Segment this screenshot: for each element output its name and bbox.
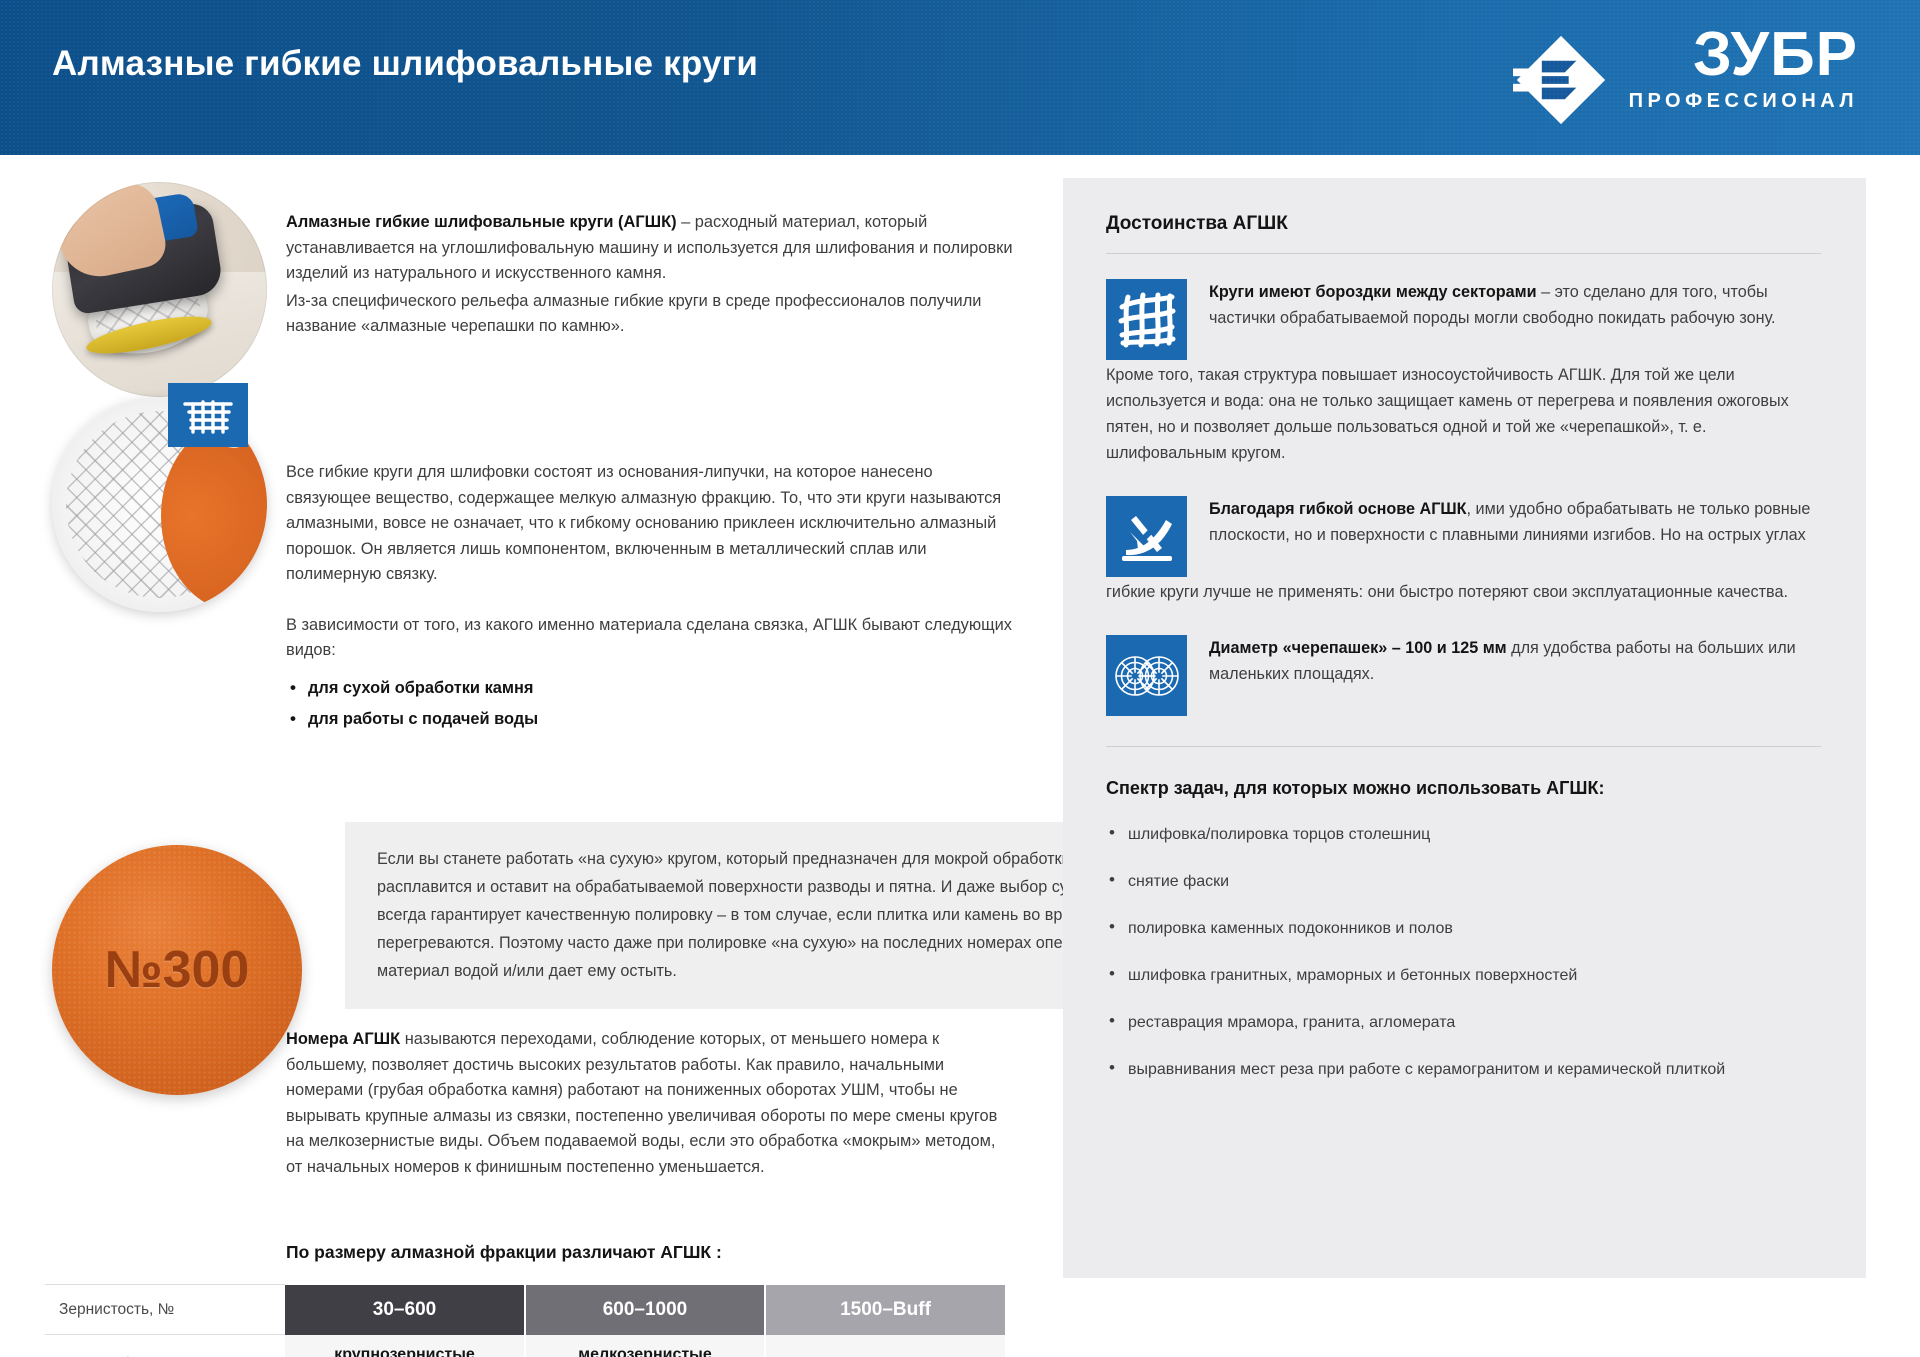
intro-paragraph: Алмазные гибкие шлифовальные круги (АГШК… [286,210,1016,287]
intro-block: Алмазные гибкие шлифовальные круги (АГШК… [286,210,1016,340]
types-intro: В зависимости от того, из какого именно … [286,615,1012,660]
advantage-item-grooves: Круги имеют бороздки между секторами – э… [1106,279,1821,466]
row-label-type: Вид шлифования [45,1334,285,1357]
type-cell-3: полировальные [765,1334,1005,1357]
binder-block: Все гибкие круги для шлифовки состоят из… [286,460,1016,738]
flexible-pad-icon [1106,496,1187,577]
brand-logo: ЗУБР ПРОФЕССИОНАЛ [1512,20,1858,133]
advantage-lead-3: Диаметр «черепашек» – 100 и 125 мм [1209,639,1507,657]
grit-value-2: 600–1000 [525,1284,766,1335]
sidebar-title: Достоинства АГШК [1106,213,1288,234]
type-strong-3: полировальные [774,1354,997,1357]
grit-value-1: 30–600 [285,1284,526,1335]
grit-value-3: 1500–Buff [765,1284,1005,1335]
list-item: шлифовка гранитных, мраморных и бетонных… [1106,961,1821,988]
table-title: По размеру алмазной фракции различают АГ… [286,1242,722,1262]
divider [1106,746,1821,747]
list-item: выравнивания мест реза при работе с кера… [1106,1055,1821,1082]
type-cell-1: крупнозернистые для шлифовки [285,1334,526,1357]
advantage-lead-1: Круги имеют бороздки между секторами [1209,283,1537,301]
tasks-title: Спектр задач, для которых можно использо… [1106,778,1605,798]
table-row: Вид шлифования крупнозернистые для шлифо… [45,1334,1005,1357]
numbers-block: Номера АГШК называются переходами, соблю… [286,1027,1016,1180]
row-label-grit: Зернистость, № [45,1284,285,1335]
divider [1106,253,1821,254]
intro-lead: Алмазные гибкие шлифовальные круги (АГШК… [286,213,677,231]
advantage-lead-2: Благодаря гибкой основе АГШК [1209,500,1467,518]
list-item: реставрация мрамора, гранита, агломерата [1106,1008,1821,1035]
two-discs-icon [1106,635,1187,716]
grit-table: Зернистость, № 30–600 600–1000 1500–Buff… [45,1284,1005,1357]
tasks-list: шлифовка/полировка торцов столешниц снят… [1106,820,1821,1082]
intro-rest: – расходный материал, который устанавлив… [286,213,1013,282]
advantage-item-flexible: Благодаря гибкой основе АГШК, ими удобно… [1106,496,1821,605]
advantage-text-grooves: Круги имеют бороздки между секторами – э… [1209,279,1821,331]
table-row: Зернистость, № 30–600 600–1000 1500–Buff [45,1284,1005,1335]
advantage-tail-2: гибкие круги лучше не применять: они быс… [1106,583,1788,601]
list-item: шлифовка/полировка торцов столешниц [1106,820,1821,847]
numbers-rest: называются переходами, соблюдение которы… [286,1030,998,1176]
page-title: Алмазные гибкие шлифовальные круги [52,44,759,83]
warning-note-text: Если вы станете работать «на сухую» круг… [377,850,1189,980]
advantage-rest-3: для удобства работы на больших или мален… [1209,639,1796,683]
list-item: полировка каменных подоконников и полов [1106,914,1821,941]
advantage-tail-1: Кроме того, такая структура повышает изн… [1106,366,1789,462]
brand-name: ЗУБР [1693,20,1858,89]
list-item: для работы с подачей воды [286,706,1016,732]
main-content: Алмазные гибкие шлифовальные круги (АГШК… [0,155,1235,1357]
list-item: снятие фаски [1106,867,1821,894]
advantage-rest-1: – это сделано для того, чтобы частички о… [1209,283,1776,327]
brand-subtitle: ПРОФЕССИОНАЛ [1628,89,1858,112]
intro-paragraph-2: Из-за специфического рельефа алмазные ги… [286,291,982,336]
numbers-paragraph: Номера АГШК называются переходами, соблю… [286,1027,1016,1180]
advantage-text-diameter: Диаметр «черепашек» – 100 и 125 мм для у… [1209,635,1821,687]
type-cell-2: мелкозернистые для выполнения лощения [525,1334,766,1357]
types-bullet-list: для сухой обработки камня для работы с п… [286,675,1016,732]
advantage-text-flexible: Благодаря гибкой основе АГШК, ими удобно… [1209,496,1821,548]
type-strong-2: мелкозернистые [578,1345,712,1357]
photo-orange-disc: №300 [52,845,302,1095]
advantage-rest-2: , ими удобно обрабатывать не только ровн… [1209,500,1811,544]
zubr-diamond-icon [1512,32,1609,133]
grooved-sectors-icon [168,383,248,447]
photo-angle-grinder [52,182,267,397]
binder-paragraph: Все гибкие круги для шлифовки состоят из… [286,463,1002,583]
advantage-item-diameter: Диаметр «черепашек» – 100 и 125 мм для у… [1106,635,1821,716]
advantages-sidebar: Достоинства АГШК [1063,178,1866,1278]
type-strong-1: крупнозернистые [334,1345,475,1357]
disc-big-label: №300 [104,941,250,999]
list-item: для сухой обработки камня [286,675,1016,701]
page-header: Алмазные гибкие шлифовальные круги ЗУБР … [0,0,1920,155]
numbers-lead: Номера АГШК [286,1030,401,1048]
mesh-grid-icon [1106,279,1187,360]
